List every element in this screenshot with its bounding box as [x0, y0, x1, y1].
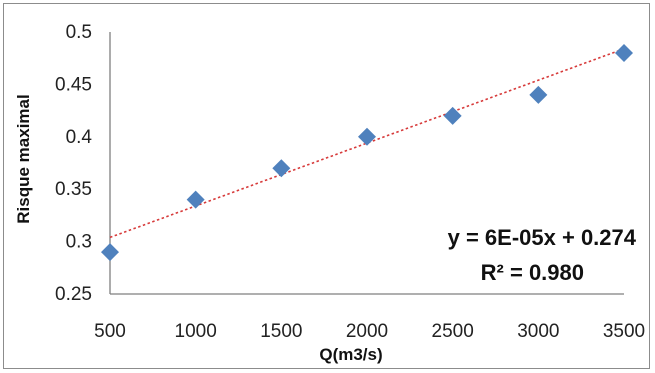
x-tick-label: 2500: [432, 321, 474, 342]
x-tick-label: 1500: [260, 321, 302, 342]
x-tick-label: 500: [94, 321, 126, 342]
scatter-chart: 0.25 0.3 0.35 0.4 0.45 0.5 500 1000 1500 2000 2500…: [14, 22, 645, 364]
y-tick-label: 0.5: [66, 22, 92, 43]
axes: [109, 32, 624, 295]
data-point: [443, 106, 462, 125]
data-point: [358, 127, 376, 146]
y-tick-label: 0.4: [66, 127, 93, 148]
x-tick-label: 1000: [175, 321, 217, 342]
chart-frame: 0.25 0.3 0.35 0.4 0.45 0.5 500 1000 1500 2000 2500…: [3, 3, 650, 369]
y-tick-label: 0.3: [66, 232, 92, 253]
data-points: [101, 43, 633, 262]
data-point: [615, 43, 633, 62]
trendline-r-squared: R² = 0.980: [481, 260, 584, 285]
x-tick-label: 2000: [346, 321, 388, 342]
trendline-equation: y = 6E-05x + 0.274: [448, 225, 637, 250]
y-tick-label: 0.45: [55, 74, 92, 95]
x-tick-label: 3500: [603, 321, 645, 342]
x-axis-title: Q(m3/s): [319, 345, 382, 364]
y-tick-label: 0.25: [55, 284, 92, 305]
data-point: [529, 85, 548, 104]
data-point: [186, 190, 205, 209]
tick-labels: 0.25 0.3 0.35 0.4 0.45 0.5 500 1000 1500 2000 2500…: [55, 22, 645, 342]
data-point: [101, 243, 119, 262]
data-point: [272, 159, 291, 178]
y-axis-title: Risque maximal: [14, 94, 33, 223]
y-tick-label: 0.35: [55, 179, 92, 200]
x-tick-label: 3000: [517, 321, 559, 342]
